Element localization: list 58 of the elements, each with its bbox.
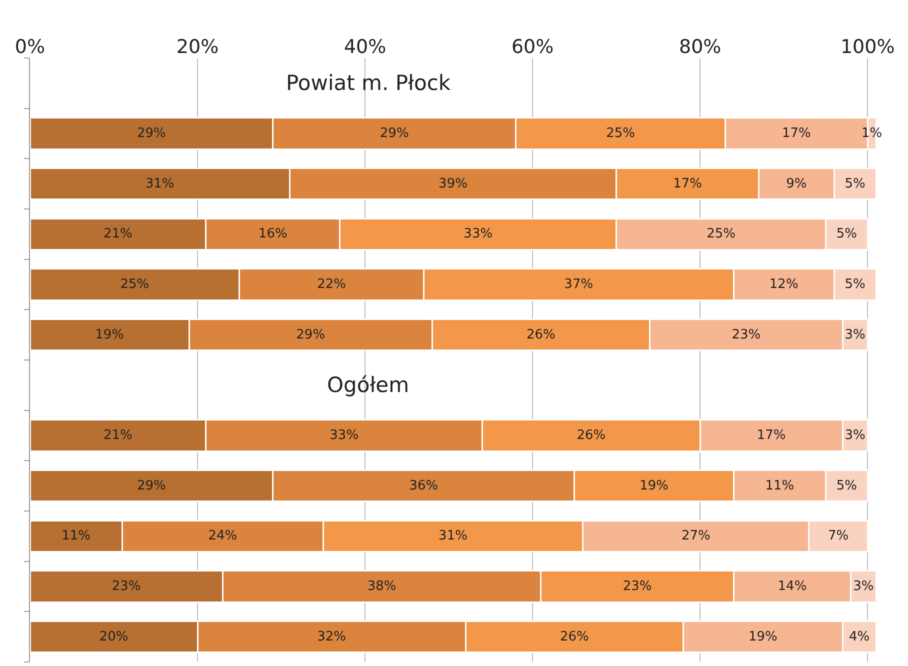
data-label: 27% [681,528,710,544]
x-tick-label: 80% [678,36,722,58]
x-tick-label: 40% [344,36,386,58]
data-label: 17% [756,428,786,443]
data-label: 5% [844,277,866,292]
data-label: 31% [145,176,174,192]
data-label: 1% [861,126,882,141]
data-label: 33% [330,428,359,443]
data-label: 19% [95,327,124,342]
data-label: 3% [844,428,866,443]
data-label: 21% [103,428,132,443]
data-label: 21% [103,226,132,242]
data-label: 36% [409,478,438,494]
data-label: 29% [137,126,166,141]
data-label: 26% [560,629,589,644]
data-label: 3% [844,327,866,342]
data-label: 39% [438,176,468,192]
data-label: 31% [438,528,468,544]
data-label: 25% [120,277,150,292]
data-label: 37% [564,277,594,292]
data-label: 17% [782,126,811,141]
data-label: 12% [769,277,798,292]
data-label: 33% [464,226,493,242]
data-label: 5% [836,226,857,242]
data-label: 17% [673,176,702,192]
data-label: 38% [367,579,396,594]
data-label: 20% [99,629,128,644]
data-label: 25% [706,226,736,242]
data-label: 4% [848,629,870,644]
x-tick-label: 20% [176,36,219,58]
data-label: 23% [112,579,141,594]
data-label: 5% [836,478,857,494]
data-label: 29% [137,478,166,494]
x-tick-label: 60% [511,36,554,58]
data-label: 3% [853,579,874,594]
data-label: 29% [380,126,409,141]
data-label: 24% [208,528,238,544]
data-label: 19% [748,629,778,644]
data-label: 11% [765,478,794,494]
data-label: 7% [828,528,849,544]
annotation: Powiat m. Płock [286,71,452,95]
data-label: 23% [732,327,761,342]
data-label: 26% [576,428,606,443]
x-tick-label: 100% [840,36,895,58]
data-label: 16% [258,226,288,242]
data-label: 26% [526,327,556,342]
x-tick-label: 0% [14,36,46,58]
data-label: 5% [844,176,866,192]
data-label: 22% [317,277,346,292]
data-label: 14% [778,579,807,594]
data-label: 32% [317,629,346,644]
data-label: 19% [640,478,668,494]
data-label: 29% [296,327,326,342]
data-label: 25% [606,126,635,141]
data-label: 23% [622,579,652,594]
data-label: 9% [786,176,807,192]
annotation: Ogółem [327,373,410,397]
data-label: 11% [62,528,91,544]
